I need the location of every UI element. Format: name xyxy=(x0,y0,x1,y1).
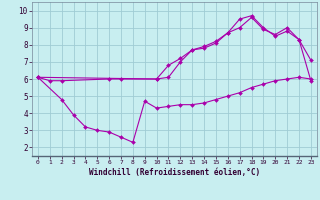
X-axis label: Windchill (Refroidissement éolien,°C): Windchill (Refroidissement éolien,°C) xyxy=(89,168,260,177)
